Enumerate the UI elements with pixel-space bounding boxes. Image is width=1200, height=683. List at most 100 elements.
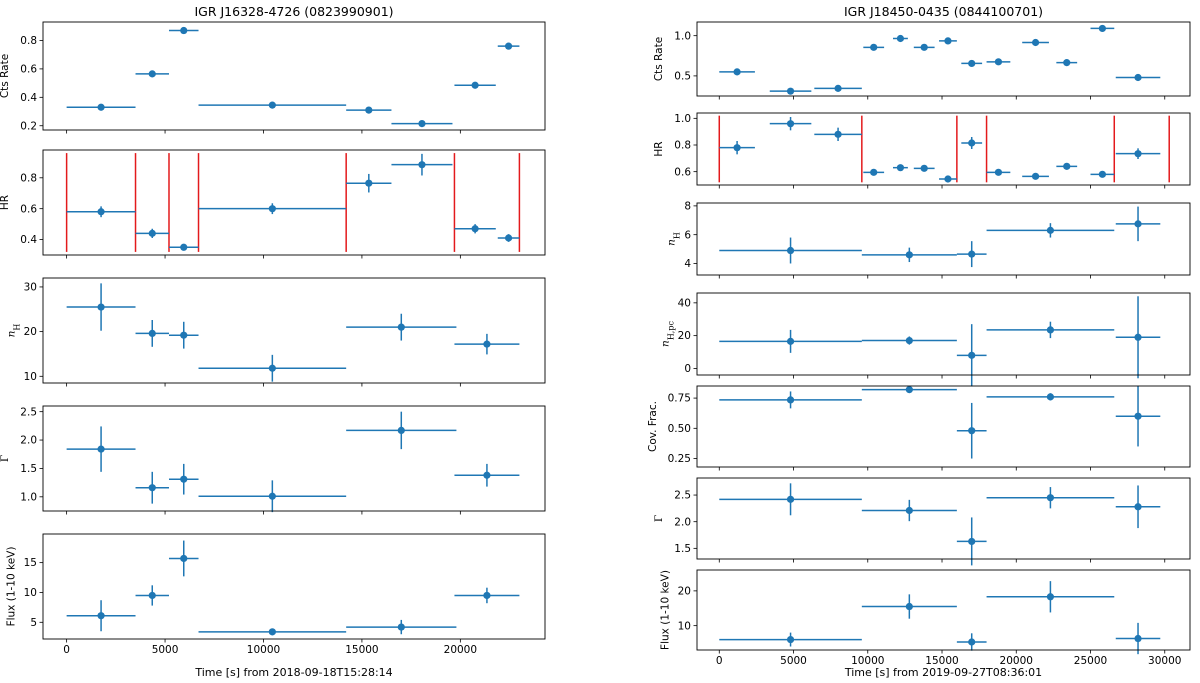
point-marker	[180, 26, 188, 35]
data-point	[135, 70, 169, 78]
y-tick-label: 0.6	[20, 63, 37, 75]
data-point	[497, 234, 520, 242]
y-tick-label: 2.5	[674, 490, 691, 502]
panel-1: 0.2 0.4 0.6 0.8 Cts Rate	[0, 21, 546, 134]
point-marker	[786, 87, 795, 95]
data-point	[497, 42, 520, 50]
x-tick-label: 25000	[1074, 655, 1107, 667]
data-point	[814, 127, 862, 141]
y-tick-label: 0.8	[20, 172, 37, 184]
y-tick-label: 10	[24, 587, 37, 599]
data-point	[913, 43, 935, 51]
point-marker	[786, 495, 795, 503]
y-tick-label: 1.0	[674, 30, 691, 42]
data-point	[719, 483, 862, 516]
point-marker	[994, 58, 1003, 66]
data-point	[1115, 296, 1161, 379]
panel-frame	[696, 477, 1191, 560]
x-axis-label: Time [s] from 2019-09-27T08:36:01	[844, 666, 1042, 679]
x-tick-label: 10000	[247, 644, 280, 656]
panel-frame	[696, 202, 1191, 276]
point-marker	[180, 243, 188, 251]
panel-frame	[42, 533, 546, 640]
data-point	[454, 224, 496, 234]
y-axis-label: Γ	[0, 455, 11, 462]
point-marker	[268, 628, 276, 636]
y-tick-label: 0.6	[674, 166, 691, 178]
point-marker	[148, 591, 156, 600]
panel-frame	[696, 385, 1191, 468]
point-marker	[1134, 220, 1142, 228]
y-axis-label: Cov. Frac.	[647, 401, 659, 452]
x-tick-label: 15000	[925, 655, 958, 667]
y-tick-label: 20	[678, 330, 691, 342]
point-marker	[365, 179, 373, 187]
y-axis-label: HR	[653, 141, 665, 156]
panel-3: 10 20 30 nH	[5, 277, 546, 387]
data-point	[135, 471, 169, 504]
y-tick-label: 5	[30, 617, 37, 629]
data-point	[861, 247, 957, 263]
chart-2: IGR J18450-0435 (0844100701) 0.5 1.0 Cts Ra…	[647, 4, 1191, 679]
data-point	[454, 333, 520, 355]
data-point	[1115, 73, 1161, 82]
data-point	[939, 175, 957, 183]
y-axis-label: nH	[666, 232, 682, 246]
point-marker	[1063, 59, 1071, 67]
point-marker	[786, 635, 795, 644]
point-marker	[268, 101, 276, 109]
point-marker	[471, 225, 479, 233]
point-marker	[97, 208, 105, 216]
point-marker	[1134, 73, 1142, 82]
data-point	[1022, 38, 1049, 47]
point-marker	[268, 205, 276, 213]
point-marker	[733, 68, 741, 76]
point-marker	[968, 351, 976, 359]
y-axis-label: nH	[5, 324, 21, 338]
x-tick-label: 15000	[345, 644, 378, 656]
data-point	[986, 223, 1115, 238]
point-marker	[944, 175, 952, 183]
point-marker	[896, 164, 905, 172]
point-marker	[97, 612, 105, 620]
point-marker	[834, 84, 842, 92]
point-marker	[397, 623, 405, 631]
data-point	[135, 585, 169, 606]
data-point	[1115, 148, 1161, 159]
point-marker	[1046, 326, 1055, 334]
y-tick-label: 15	[24, 557, 37, 569]
y-tick-label: 0.2	[20, 120, 37, 132]
point-marker	[870, 43, 878, 51]
point-marker	[905, 336, 913, 345]
panel-frame	[696, 292, 1191, 376]
point-marker	[1134, 333, 1142, 341]
panel-1: 0.5 1.0 Cts Rate	[653, 21, 1191, 100]
data-point	[66, 206, 136, 218]
point-marker	[1134, 503, 1142, 511]
panel-4: 1.0 1.5 2.0 2.5 Γ	[0, 405, 546, 515]
data-point	[198, 354, 347, 382]
point-marker	[1046, 593, 1055, 601]
point-marker	[483, 471, 491, 479]
point-marker	[97, 445, 105, 453]
point-marker	[504, 42, 513, 50]
data-point	[66, 103, 136, 111]
data-point	[861, 499, 957, 522]
panel-frame	[42, 405, 546, 512]
y-tick-label: 2.0	[20, 435, 37, 447]
point-marker	[1046, 226, 1055, 234]
data-point	[939, 37, 957, 45]
data-point	[1115, 206, 1161, 242]
data-point	[719, 237, 862, 264]
data-point	[346, 173, 392, 193]
y-axis-label: nH,pc	[659, 321, 675, 347]
y-tick-label: 0.8	[20, 35, 37, 47]
y-tick-label: 1.5	[20, 463, 37, 475]
data-point	[1056, 59, 1078, 67]
point-marker	[786, 337, 795, 345]
y-tick-label: 10	[24, 371, 37, 383]
data-point	[769, 87, 812, 95]
y-axis-label: Cts Rate	[0, 54, 11, 98]
data-point	[346, 411, 457, 450]
